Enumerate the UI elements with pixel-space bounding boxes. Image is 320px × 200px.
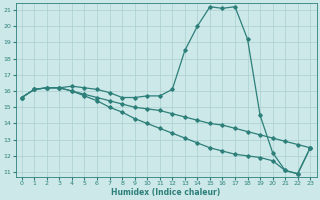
- X-axis label: Humidex (Indice chaleur): Humidex (Indice chaleur): [111, 188, 221, 197]
